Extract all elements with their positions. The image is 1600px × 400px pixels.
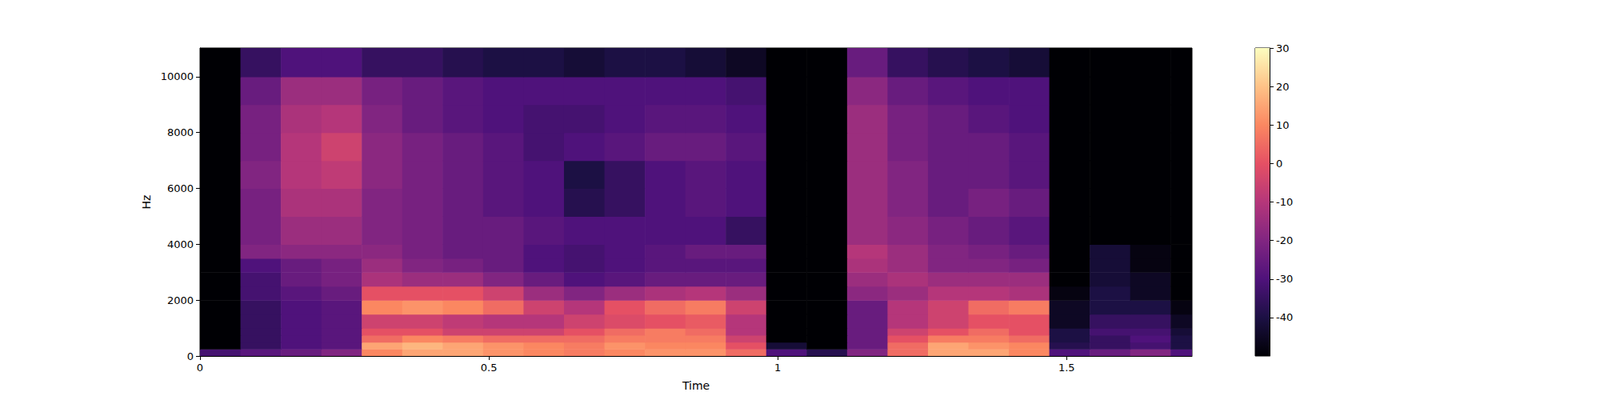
svg-text:10: 10 bbox=[1276, 119, 1290, 132]
svg-text:30: 30 bbox=[1276, 42, 1290, 55]
svg-text:0: 0 bbox=[187, 350, 194, 363]
svg-text:4000: 4000 bbox=[167, 238, 194, 251]
svg-text:0: 0 bbox=[1276, 157, 1283, 170]
svg-text:0.5: 0.5 bbox=[480, 361, 498, 374]
svg-text:6000: 6000 bbox=[167, 182, 194, 195]
svg-text:20: 20 bbox=[1276, 80, 1290, 93]
svg-text:0: 0 bbox=[196, 361, 204, 374]
svg-text:10000: 10000 bbox=[160, 70, 194, 83]
svg-text:2000: 2000 bbox=[167, 294, 194, 307]
svg-text:1.5: 1.5 bbox=[1058, 361, 1076, 374]
svg-text:1: 1 bbox=[774, 361, 781, 374]
svg-text:-30: -30 bbox=[1276, 272, 1293, 285]
svg-text:-20: -20 bbox=[1276, 234, 1293, 247]
svg-text:8000: 8000 bbox=[167, 126, 194, 139]
svg-text:Hz: Hz bbox=[140, 195, 153, 210]
svg-text:Time: Time bbox=[681, 379, 710, 392]
svg-text:-10: -10 bbox=[1276, 196, 1293, 208]
svg-text:-40: -40 bbox=[1276, 311, 1293, 324]
